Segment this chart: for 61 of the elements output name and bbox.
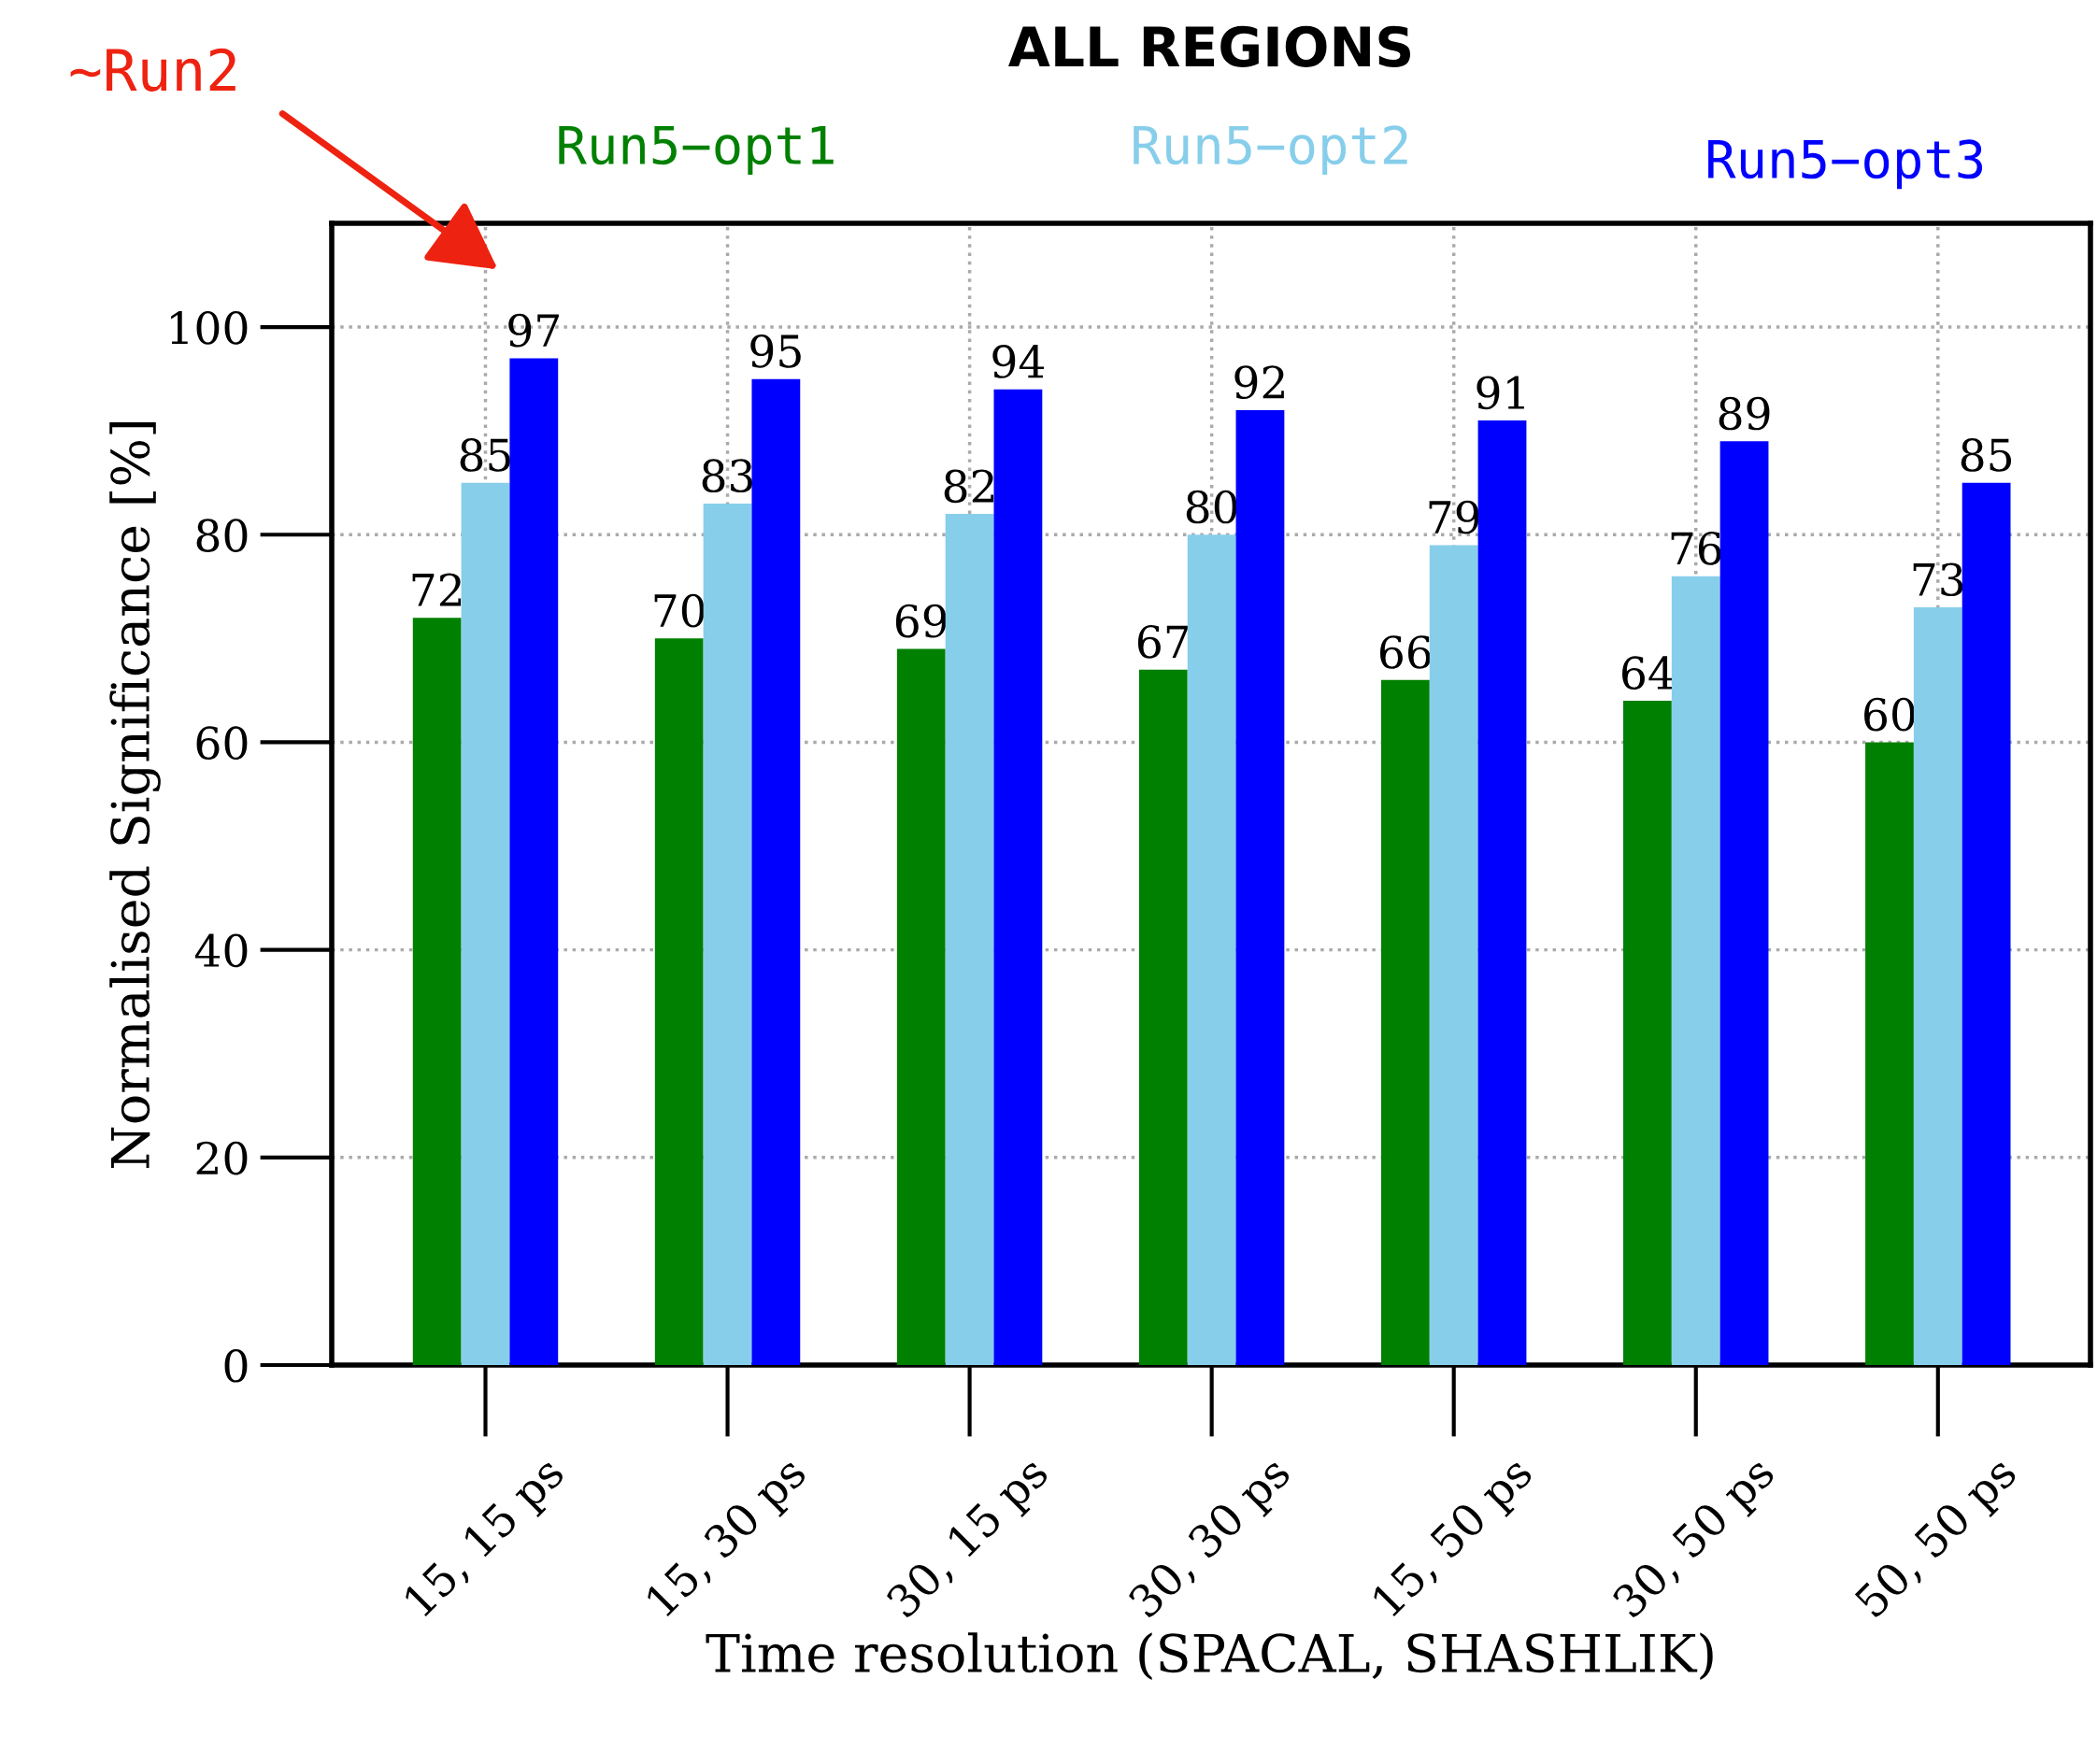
text: ~Run2 — [70, 48, 235, 92]
data-label: 69 — [895, 604, 947, 638]
data-label: 79 — [1429, 500, 1479, 534]
bar — [1623, 701, 1672, 1365]
x-tick-label: 15, 30 ps — [644, 1454, 814, 1624]
bar — [1865, 742, 1914, 1365]
data-label: 73 — [1913, 562, 1963, 597]
y-axis-title: Normalised Significance [%] — [109, 421, 161, 1169]
text: Run5−opt1 — [559, 125, 834, 176]
data-label: 76 — [1671, 532, 1721, 565]
data-label: 80 — [1186, 490, 1237, 524]
bar — [412, 618, 462, 1365]
x-tick-label: 30, 30 ps — [1126, 1454, 1298, 1626]
bar — [896, 648, 946, 1365]
text: Run5−opt3 — [1708, 139, 1983, 190]
bar — [509, 358, 559, 1365]
x-tick-label: 30, 50 ps — [1611, 1454, 1782, 1626]
data-label: 67 — [1137, 625, 1189, 659]
bar — [1671, 576, 1720, 1365]
x-tick-label: 15, 50 ps — [1370, 1454, 1540, 1624]
data-label: 91 — [1476, 376, 1524, 410]
data-label: 97 — [508, 313, 559, 348]
y-tick-label: 80 — [196, 519, 248, 552]
data-label: 94 — [992, 345, 1045, 378]
bar — [654, 638, 704, 1365]
x-axis-title: Time resolution (SPACAL, SHASHLIK) — [706, 1632, 1713, 1681]
bar — [1235, 409, 1285, 1365]
data-label: 66 — [1380, 635, 1431, 669]
bar — [1719, 441, 1769, 1365]
data-label: 92 — [1234, 365, 1284, 400]
chart-title: ALL REGIONS — [1008, 25, 1411, 67]
bar — [1913, 607, 1962, 1365]
bar — [751, 378, 801, 1365]
data-label: 72 — [412, 573, 462, 606]
x-tick-label: 30, 15 ps — [884, 1454, 1056, 1626]
bar — [703, 503, 752, 1365]
data-label: 60 — [1864, 697, 1915, 732]
y-tick-label: 0 — [224, 1348, 248, 1383]
bar — [1187, 534, 1236, 1365]
bar — [1961, 482, 2011, 1365]
data-label: 82 — [944, 469, 994, 504]
bar — [945, 514, 994, 1365]
bar — [1380, 679, 1430, 1365]
bar — [461, 482, 510, 1365]
x-tick-label: 50, 50 ps — [1853, 1454, 2024, 1625]
text: Run5−opt2 — [1134, 125, 1407, 176]
y-tick-label: 100 — [171, 310, 248, 345]
y-tick-label: 60 — [196, 726, 248, 761]
data-label: 70 — [654, 593, 705, 628]
x-tick-label: 15, 15 ps — [402, 1454, 572, 1624]
bar — [1429, 545, 1478, 1365]
y-tick-label: 20 — [196, 1141, 248, 1175]
bar — [993, 389, 1043, 1365]
data-label: 89 — [1719, 396, 1770, 431]
data-label: 64 — [1622, 656, 1674, 690]
bar — [1138, 669, 1188, 1365]
y-tick-label: 40 — [194, 933, 248, 968]
data-label: 83 — [702, 459, 753, 493]
data-label: 95 — [750, 334, 801, 368]
data-label: 85 — [1961, 438, 2012, 472]
bar — [1477, 420, 1527, 1365]
